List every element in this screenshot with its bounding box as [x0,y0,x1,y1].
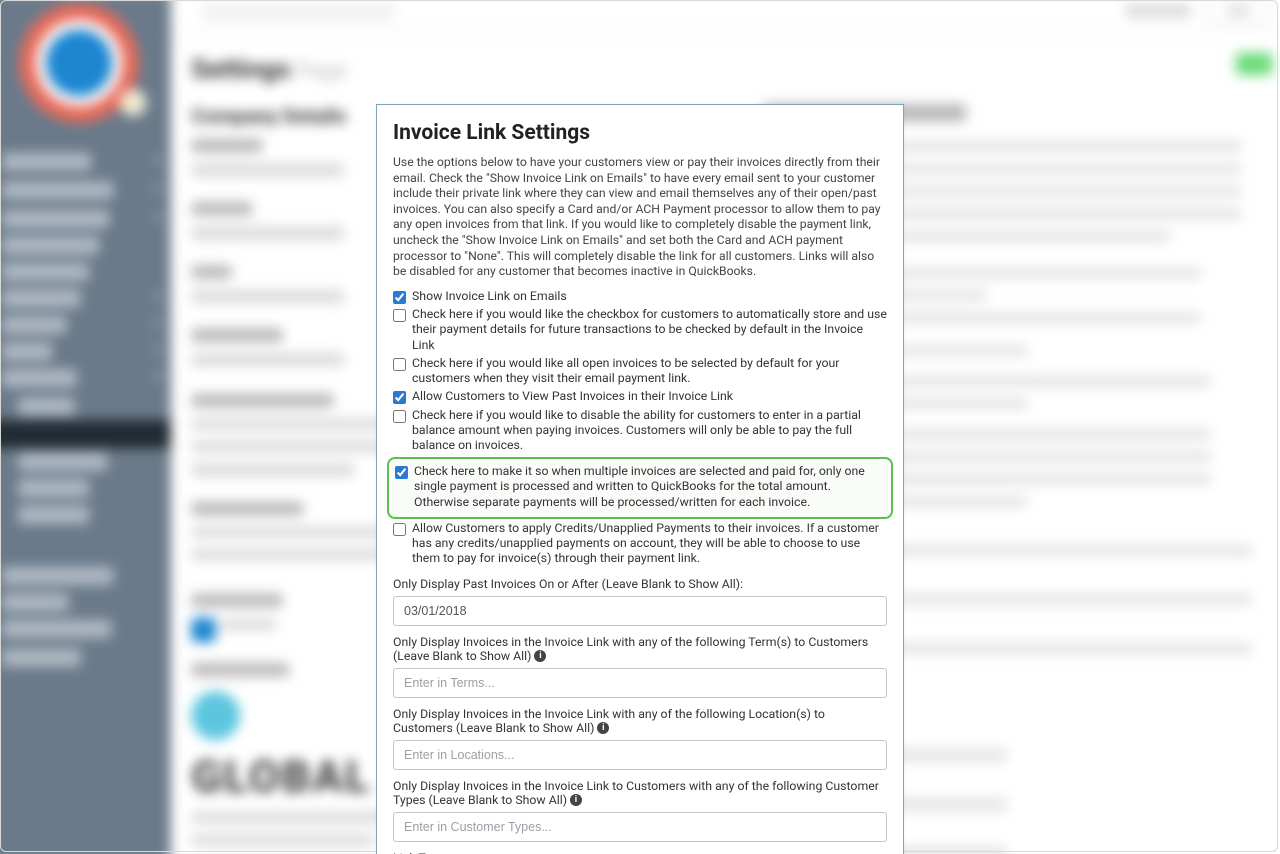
option-row-2[interactable]: Check here if you would like all open in… [393,357,887,387]
option-label-5: Check here to make it so when multiple i… [414,465,885,511]
sidebar [0,0,171,854]
field-label-cust-types: Only Display Invoices in the Invoice Lin… [393,780,887,808]
logo-badge [120,89,147,116]
page-title: Settings Page [191,55,347,86]
field-label-locations: Only Display Invoices in the Invoice Lin… [393,708,887,736]
option-row-4[interactable]: Check here if you would like to disable … [393,409,887,455]
option-label-6: Allow Customers to apply Credits/Unappli… [412,522,887,568]
locations-input[interactable] [393,740,887,770]
option-label-0: Show Invoice Link on Emails [412,290,567,305]
option-row-3[interactable]: Allow Customers to View Past Invoices in… [393,390,887,405]
option-checkbox-4[interactable] [393,410,406,423]
option-label-2: Check here if you would like all open in… [412,357,887,387]
modal-intro: Use the options below to have your custo… [393,155,887,280]
field-label-terms: Only Display Invoices in the Invoice Lin… [393,636,887,664]
info-icon[interactable]: i [534,650,546,662]
modal-options: Show Invoice Link on Emails Check here if… [393,290,887,568]
modal-title: Invoice Link Settings [393,121,887,145]
option-row-5[interactable]: Check here to make it so when multiple i… [387,457,893,519]
terms-input[interactable] [393,668,887,698]
option-row-0[interactable]: Show Invoice Link on Emails [393,290,887,305]
option-row-6[interactable]: Allow Customers to apply Credits/Unappli… [393,522,887,568]
option-row-1[interactable]: Check here if you would like the checkbo… [393,308,887,354]
option-checkbox-6[interactable] [393,523,406,536]
info-icon[interactable]: i [597,722,609,734]
option-label-3: Allow Customers to View Past Invoices in… [412,390,733,405]
option-label-1: Check here if you would like the checkbo… [412,308,887,354]
option-label-4: Check here if you would like to disable … [412,409,887,455]
option-checkbox-2[interactable] [393,358,406,371]
option-checkbox-1[interactable] [393,309,406,322]
invoice-link-settings-modal: Invoice Link Settings Use the options be… [376,104,904,854]
field-label-date: Only Display Past Invoices On or After (… [393,578,887,592]
top-search [201,2,395,22]
past-invoices-date-input[interactable] [393,596,887,626]
customer-types-input[interactable] [393,812,887,842]
status-badge [1236,53,1273,75]
option-checkbox-5[interactable] [395,466,408,479]
top-link [1126,4,1191,18]
option-checkbox-0[interactable] [393,291,406,304]
info-icon[interactable]: i [570,794,582,806]
option-checkbox-3[interactable] [393,391,406,404]
